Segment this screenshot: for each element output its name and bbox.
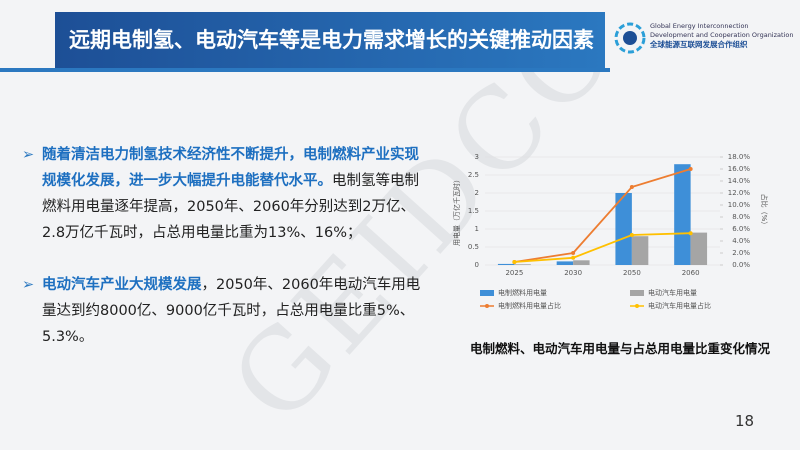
line-point	[571, 251, 576, 255]
y-tick-label: 3	[475, 153, 479, 161]
bullet-text: 电制氢等电制燃料用电量逐年提高，2050年、2060年分别达到2万亿、2.8万亿…	[42, 173, 419, 241]
bullet-text: ，2050年、2060年电动汽车用电量达到约8000亿、9000亿千瓦时，占总用…	[42, 277, 421, 345]
y2-tick-label: 18.0%	[728, 153, 751, 161]
bullet-highlight: 电动汽车产业大规模发展	[42, 277, 202, 293]
y2-tick-label: 6.0%	[732, 225, 750, 233]
y-tick-label: 2.5	[468, 171, 479, 179]
chart-caption: 电制燃料、电动汽车用电量与占总用电量比重变化情况	[469, 341, 770, 356]
org-cn: 全球能源互联网发展合作组织	[650, 40, 748, 49]
y2-tick-label: 12.0%	[728, 189, 751, 197]
legend-swatch	[635, 304, 639, 308]
org-en: Global Energy Interconnection	[650, 22, 749, 30]
legend-label: 电制燃料用电量	[498, 288, 547, 297]
line	[514, 232, 691, 263]
bullet-highlight: 随着清洁电力制氢技术经济性不断提升，电制燃料产业实现规模化发展，进一步大幅提升电…	[42, 147, 419, 189]
x-tick-label: 2050	[623, 269, 641, 277]
y2-tick-label: 2.0%	[732, 249, 750, 257]
x-tick-label: 2030	[564, 269, 582, 277]
x-tick-label: 2025	[505, 269, 523, 277]
bar	[631, 236, 649, 265]
bar	[497, 263, 515, 265]
bar	[674, 164, 691, 265]
line-point	[512, 260, 517, 264]
bar	[573, 260, 590, 265]
legend-swatch	[485, 304, 489, 308]
y-tick-label: 0.5	[468, 243, 479, 251]
y-tick-label: 0	[475, 261, 479, 269]
logo	[614, 22, 646, 54]
bar	[615, 193, 632, 265]
line-point	[629, 233, 634, 237]
y-tick-label: 2	[475, 189, 479, 197]
legend-label: 电制燃料用电量占比	[498, 301, 561, 310]
chart: 0 0.5 1 1.5 2 2.5 3 0.0% 2.0% 4.0% 6.0% 8.0% 10.0% 12…	[452, 153, 769, 310]
header-rule	[0, 68, 610, 72]
line-point	[571, 255, 576, 260]
y2-axis-label: 占比（%）	[760, 194, 769, 229]
y2-tick-label: 8.0%	[732, 213, 750, 221]
y-axis-label: 用电量（万亿千瓦时）	[452, 176, 461, 246]
bar	[690, 232, 708, 265]
line-point	[629, 185, 634, 189]
x-tick-label: 2060	[682, 269, 700, 277]
line-point	[688, 167, 693, 171]
y2-tick-label: 16.0%	[728, 165, 751, 173]
title: 远期电制氢、电动汽车等是电力需求增长的关键推动因素	[69, 28, 594, 52]
legend-label: 电动汽车用电量	[648, 288, 697, 297]
legend-swatch	[480, 290, 494, 296]
line-point	[688, 231, 693, 236]
org-en: Development and Cooperation Organization	[650, 31, 794, 39]
bar	[556, 261, 574, 265]
y2-tick-label: 0.0%	[732, 261, 750, 269]
y2-tick-label: 14.0%	[728, 177, 751, 185]
title-bar: 远期电制氢、电动汽车等是电力需求增长的关键推动因素	[55, 12, 605, 68]
bullet: ➢ 电动汽车产业大规模发展，2050年、2060年电动汽车用电量达到约8000亿、…	[22, 277, 421, 345]
y-tick-label: 1	[475, 225, 479, 233]
bar	[514, 264, 531, 265]
bullet: ➢ 随着清洁电力制氢技术经济性不断提升，电制燃料产业实现规模化发展，进一步大幅提升…	[22, 147, 419, 241]
y-tick-label: 1.5	[468, 207, 479, 215]
y2-tick-label: 10.0%	[728, 201, 751, 209]
legend-label: 电动汽车用电量占比	[648, 301, 711, 310]
y2-tick-label: 4.0%	[732, 237, 750, 245]
org: Global Energy Interconnection Development…	[650, 22, 793, 49]
legend-swatch	[630, 290, 644, 296]
page-number: 18	[735, 412, 755, 430]
line	[514, 168, 691, 263]
